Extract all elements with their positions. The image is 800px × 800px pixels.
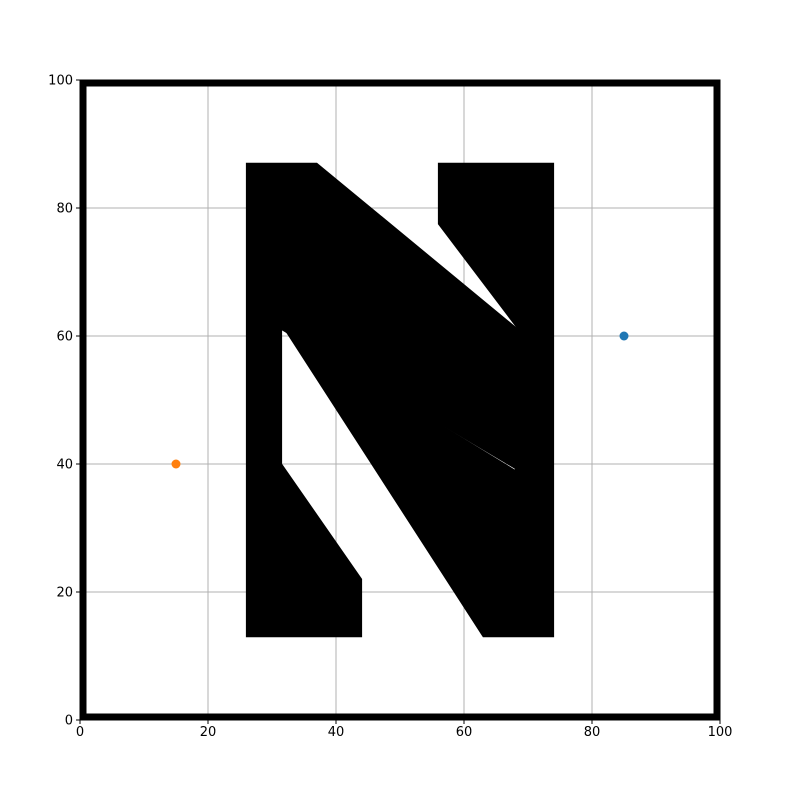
scatter-point-0-0 xyxy=(619,331,629,341)
x-tick-label-2: 40 xyxy=(328,725,345,740)
plot-border xyxy=(79,79,721,721)
scatter-point-1-0 xyxy=(171,459,181,469)
obstacle-part-1 xyxy=(284,162,555,638)
y-tick-label-3: 60 xyxy=(56,330,73,345)
x-tick-label-0: 0 xyxy=(76,725,84,740)
y-tick-label-0: 0 xyxy=(65,714,73,729)
plot-frame xyxy=(79,79,721,721)
letter-n-obstacle xyxy=(245,162,555,638)
scatter-points xyxy=(171,331,629,469)
x-tick-label-1: 20 xyxy=(200,725,217,740)
y-tick-label-4: 80 xyxy=(56,202,73,217)
y-tick-label-2: 40 xyxy=(56,458,73,473)
y-tick-label-1: 20 xyxy=(56,586,73,601)
x-tick-label-3: 60 xyxy=(456,725,473,740)
x-tick-label-4: 80 xyxy=(584,725,601,740)
x-tick-label-5: 100 xyxy=(708,725,733,740)
y-tick-label-5: 100 xyxy=(48,74,73,89)
axis-ticks: 0 20 40 60 80 100 0 20 40 60 80 100 xyxy=(48,74,732,741)
